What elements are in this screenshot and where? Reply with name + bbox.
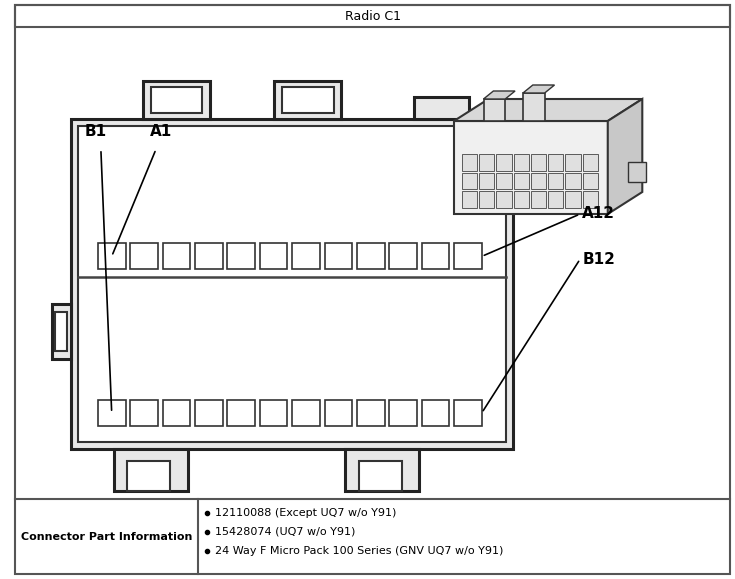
Bar	[71, 119, 513, 449]
Bar	[162, 243, 190, 269]
Bar	[345, 449, 420, 491]
Bar	[548, 192, 564, 208]
Bar	[390, 243, 417, 269]
Bar	[130, 400, 158, 426]
Text: 24 Way F Micro Pack 100 Series (GNV UQ7 w/o Y91): 24 Way F Micro Pack 100 Series (GNV UQ7 …	[215, 546, 503, 556]
Bar	[454, 400, 481, 426]
Bar	[514, 173, 529, 189]
Bar	[151, 87, 202, 113]
Text: Radio C1: Radio C1	[345, 9, 401, 23]
Bar	[227, 400, 255, 426]
Bar	[130, 243, 158, 269]
Bar	[479, 192, 495, 208]
Bar	[531, 192, 546, 208]
Bar	[565, 192, 581, 208]
Bar	[548, 154, 564, 171]
Bar	[259, 243, 287, 269]
Bar	[51, 304, 71, 359]
Bar	[462, 173, 477, 189]
Bar	[496, 192, 512, 208]
Bar	[422, 243, 449, 269]
Bar	[293, 400, 320, 426]
Bar	[357, 243, 384, 269]
Bar	[15, 5, 730, 27]
Bar	[162, 400, 190, 426]
Text: Connector Part Information: Connector Part Information	[21, 532, 192, 541]
Polygon shape	[454, 99, 642, 121]
Bar	[98, 400, 126, 426]
Bar	[462, 154, 477, 171]
Bar	[195, 243, 223, 269]
Bar	[514, 192, 529, 208]
Bar	[496, 173, 512, 189]
Bar	[523, 93, 545, 121]
Text: B12: B12	[582, 251, 615, 266]
Bar	[282, 87, 334, 113]
Bar	[531, 173, 546, 189]
Bar	[583, 192, 598, 208]
Bar	[479, 154, 495, 171]
Bar	[114, 449, 187, 491]
Bar	[415, 97, 469, 119]
Bar	[143, 81, 210, 119]
Bar	[583, 173, 598, 189]
Polygon shape	[454, 121, 608, 214]
Bar	[325, 243, 352, 269]
Polygon shape	[484, 91, 515, 99]
Bar	[357, 400, 384, 426]
Bar	[496, 154, 512, 171]
Bar	[565, 173, 581, 189]
Bar	[565, 154, 581, 171]
Polygon shape	[523, 85, 554, 93]
Bar	[422, 400, 449, 426]
Bar	[514, 154, 529, 171]
Bar	[454, 243, 481, 269]
Bar	[359, 461, 401, 491]
Bar	[195, 400, 223, 426]
Bar	[531, 154, 546, 171]
Bar	[583, 154, 598, 171]
Bar	[325, 400, 352, 426]
Text: A12: A12	[582, 207, 615, 222]
Bar	[274, 81, 342, 119]
Bar	[55, 312, 68, 351]
Text: 12110088 (Except UQ7 w/o Y91): 12110088 (Except UQ7 w/o Y91)	[215, 508, 397, 518]
Bar	[227, 243, 255, 269]
Text: A1: A1	[150, 123, 172, 138]
Bar	[484, 99, 505, 121]
Bar	[293, 243, 320, 269]
Bar	[78, 126, 506, 442]
Bar	[98, 243, 126, 269]
Text: B1: B1	[85, 123, 107, 138]
Bar	[628, 162, 646, 182]
Polygon shape	[608, 99, 642, 214]
Bar	[71, 119, 513, 449]
Bar	[390, 400, 417, 426]
Bar	[548, 173, 564, 189]
Bar	[127, 461, 170, 491]
Bar	[259, 400, 287, 426]
Bar	[479, 173, 495, 189]
Text: 15428074 (UQ7 w/o Y91): 15428074 (UQ7 w/o Y91)	[215, 527, 356, 537]
Bar	[462, 192, 477, 208]
